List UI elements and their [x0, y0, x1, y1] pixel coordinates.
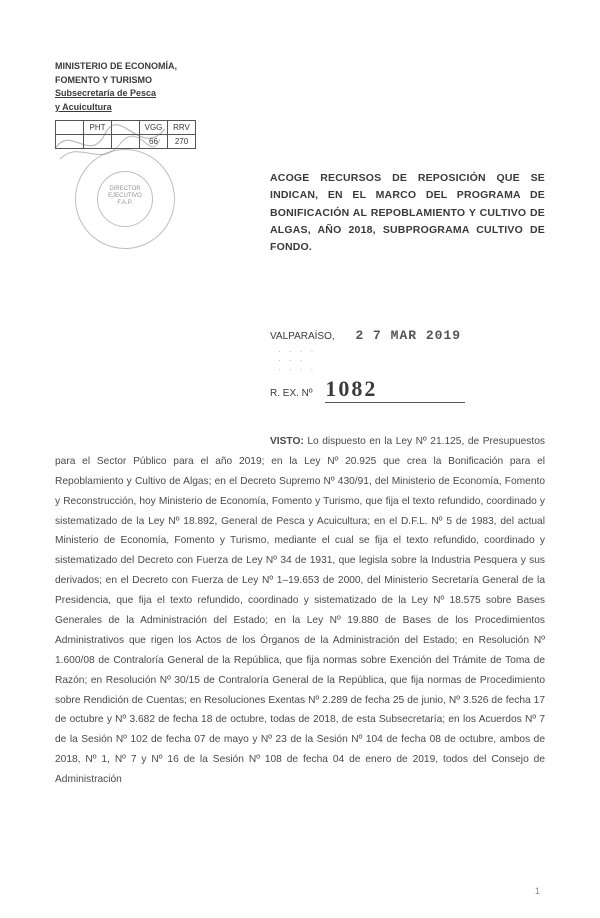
ministry-line-1: MINISTERIO DE ECONOMÍA,: [55, 60, 545, 74]
page-number: 1: [535, 886, 540, 896]
dot-matrix-icon: · · · ·· · ·· · · ·: [278, 348, 316, 374]
visto-heading: VISTO:: [270, 436, 304, 447]
place-label: VALPARAÍSO,: [270, 331, 335, 342]
cell: 270: [168, 135, 196, 149]
visto-body-text: Lo dispuesto en la Ley Nº 21.125, de Pre…: [55, 436, 545, 785]
visto-paragraph: VISTO: Lo dispuesto en la Ley Nº 21.125,…: [55, 432, 545, 790]
stamp-text-3: F.A.P.: [117, 200, 132, 206]
stamp-text-1: DIRECTOR: [109, 186, 140, 192]
subsecretaria-line-2: y Acuicultura: [55, 101, 112, 115]
stamp-area: DIRECTOR EJECUTIVO F.A.P.: [55, 149, 255, 259]
letterhead: MINISTERIO DE ECONOMÍA, FOMENTO Y TURISM…: [55, 60, 545, 114]
resolution-title: ACOGE RECURSOS DE REPOSICIÓN QUE SE INDI…: [270, 170, 545, 257]
ministry-line-2: FOMENTO Y TURISMO: [55, 74, 545, 88]
subsecretaria-line-1: Subsecretaría de Pesca: [55, 87, 545, 101]
date-stamp: 2 7 MAR 2019: [355, 328, 461, 343]
resolution-number: 1082: [325, 376, 465, 403]
cell: RRV: [168, 121, 196, 135]
resolution-label: R. EX. Nº: [270, 388, 313, 399]
resolution-number-line: R. EX. Nº 1082: [270, 376, 545, 403]
place-date-line: VALPARAÍSO, 2 7 MAR 2019: [270, 328, 545, 343]
round-stamp-inner: DIRECTOR EJECUTIVO F.A.P.: [97, 171, 153, 227]
stamp-text-2: EJECUTIVO: [108, 193, 142, 199]
visto-indent: [55, 432, 270, 452]
